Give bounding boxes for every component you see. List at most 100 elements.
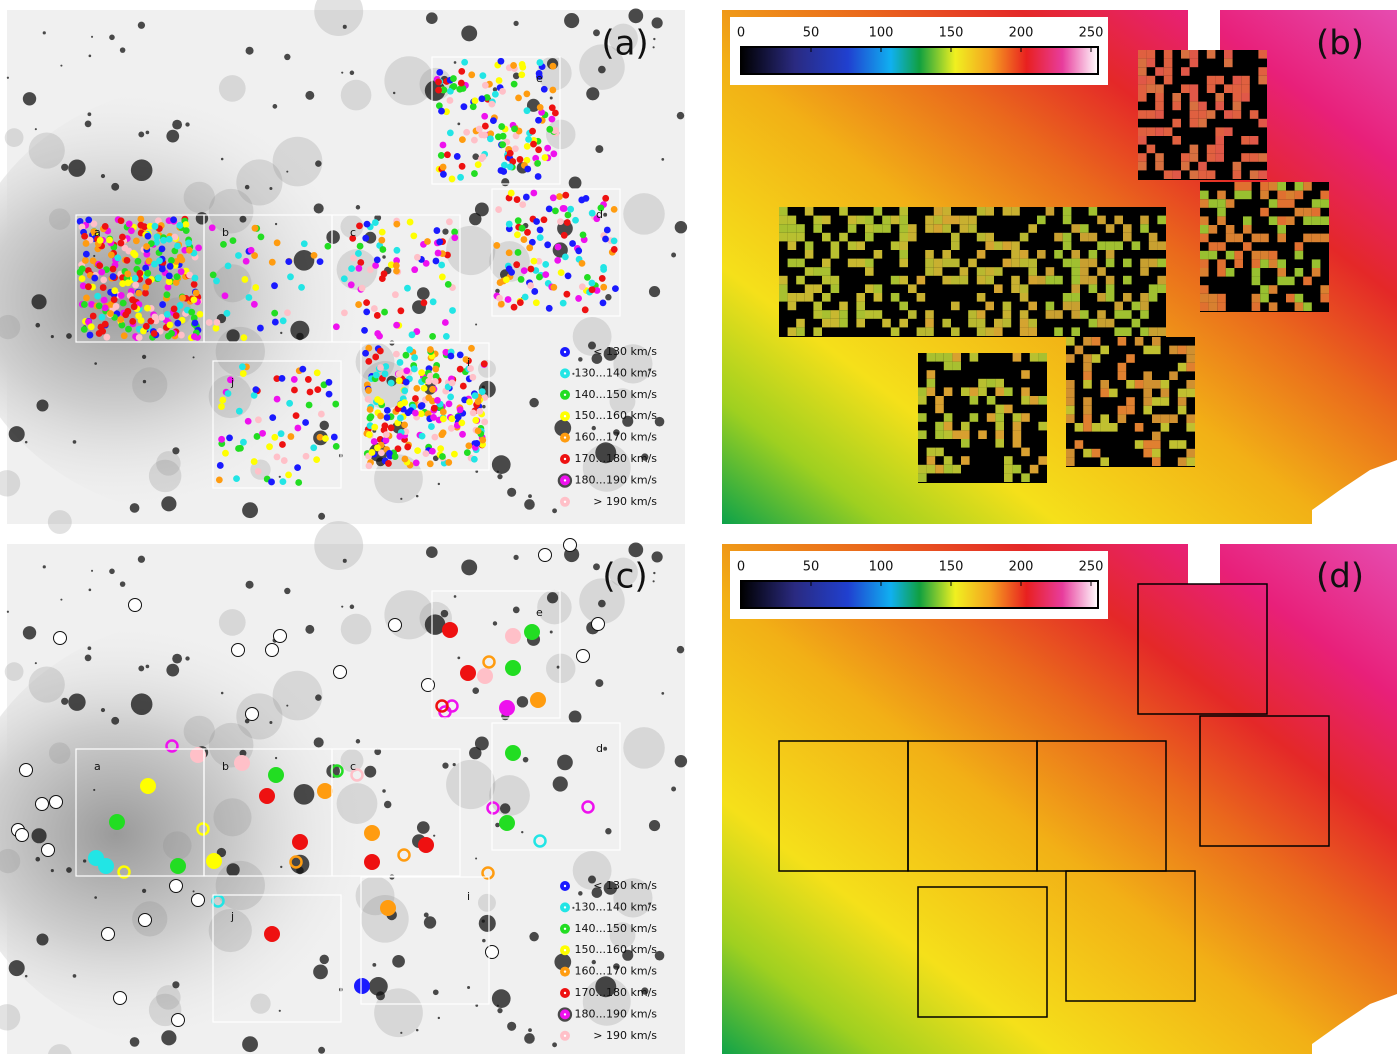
spaxel [1100,388,1109,398]
object-dot [597,204,605,212]
star [652,580,655,583]
object-dot [143,243,151,250]
object-dot [536,59,544,66]
spaxel [839,310,848,319]
object-dot [332,442,340,450]
spaxel [995,378,1004,388]
spaxel [1157,327,1166,336]
spaxel [916,275,926,285]
spaxel [873,293,883,302]
object-dot [411,409,419,417]
star [68,159,86,177]
spaxel [1012,439,1022,448]
nebula [236,693,283,740]
star [185,656,190,661]
star [319,420,329,431]
spaxel [1066,448,1075,458]
star [661,157,665,161]
object-dot [395,370,403,378]
spaxel [1071,275,1080,285]
star [286,704,289,707]
star [342,24,347,29]
object-dot [374,444,381,452]
spaxel [1208,242,1218,251]
object-dot [600,266,608,273]
star [492,621,498,626]
object-dot [316,433,324,441]
spaxel [839,301,848,311]
object-dot [391,453,399,460]
spaxel [787,301,797,311]
object-dot [562,191,570,199]
star [91,35,94,38]
spaxel [1071,267,1080,276]
unclassified-object [53,631,67,645]
spaxel [1028,327,1037,336]
spaxel [1074,345,1084,355]
spaxel [1062,215,1072,225]
star [166,663,180,677]
object-dot [468,71,476,79]
spaxel [952,361,961,371]
object-dot [402,351,410,359]
spaxel [1114,301,1123,311]
object-dot [549,194,557,202]
object-dot [100,296,108,304]
spaxel [1083,414,1092,423]
object-marker [499,700,515,716]
spaxel [1038,396,1047,405]
spaxel [1123,293,1132,302]
spaxel [1177,345,1187,355]
object-dot [373,256,381,264]
unclassified-object [49,795,63,809]
spaxel [1114,215,1123,225]
star [595,442,617,464]
object-dot [548,104,556,112]
star [172,981,180,989]
object-dot [550,283,558,291]
star [364,765,377,778]
spaxel [1208,250,1218,260]
unclassified-object [19,763,33,777]
object-marker [530,692,546,708]
colorbar-tick-label: 100 [869,26,894,41]
star [648,368,651,371]
spaxel [1074,440,1084,449]
nebula [0,314,21,340]
object-dot [602,235,609,243]
nebula [183,715,215,747]
star [326,230,340,244]
object-dot [467,365,474,372]
star [603,881,618,895]
spaxel [1224,50,1233,59]
spaxel [1066,388,1075,398]
object-dot [314,386,322,394]
legend-marker-center [563,906,567,909]
object-dot [438,261,446,269]
spaxel [952,464,961,474]
object-dot [439,415,447,423]
star [355,205,361,210]
object-dot [458,67,466,75]
spaxel [1100,457,1109,466]
spaxel [1100,423,1109,432]
spaxel [822,293,831,302]
star [88,54,92,58]
spaxel [1189,84,1199,93]
object-dot [143,250,151,258]
object-dot [600,283,608,291]
object-dot [192,289,200,297]
object-dot [174,242,181,250]
spaxel [1019,293,1029,302]
object-dot [505,220,513,228]
spaxel [994,284,1003,293]
spaxel [1198,161,1207,171]
spaxel [1234,250,1243,260]
object-dot [221,292,229,300]
object-dot [145,278,152,286]
spaxel [1012,421,1022,431]
object-dot [278,375,286,382]
object-marker [435,699,449,713]
object-dot [125,220,133,228]
spaxel [1140,327,1149,336]
